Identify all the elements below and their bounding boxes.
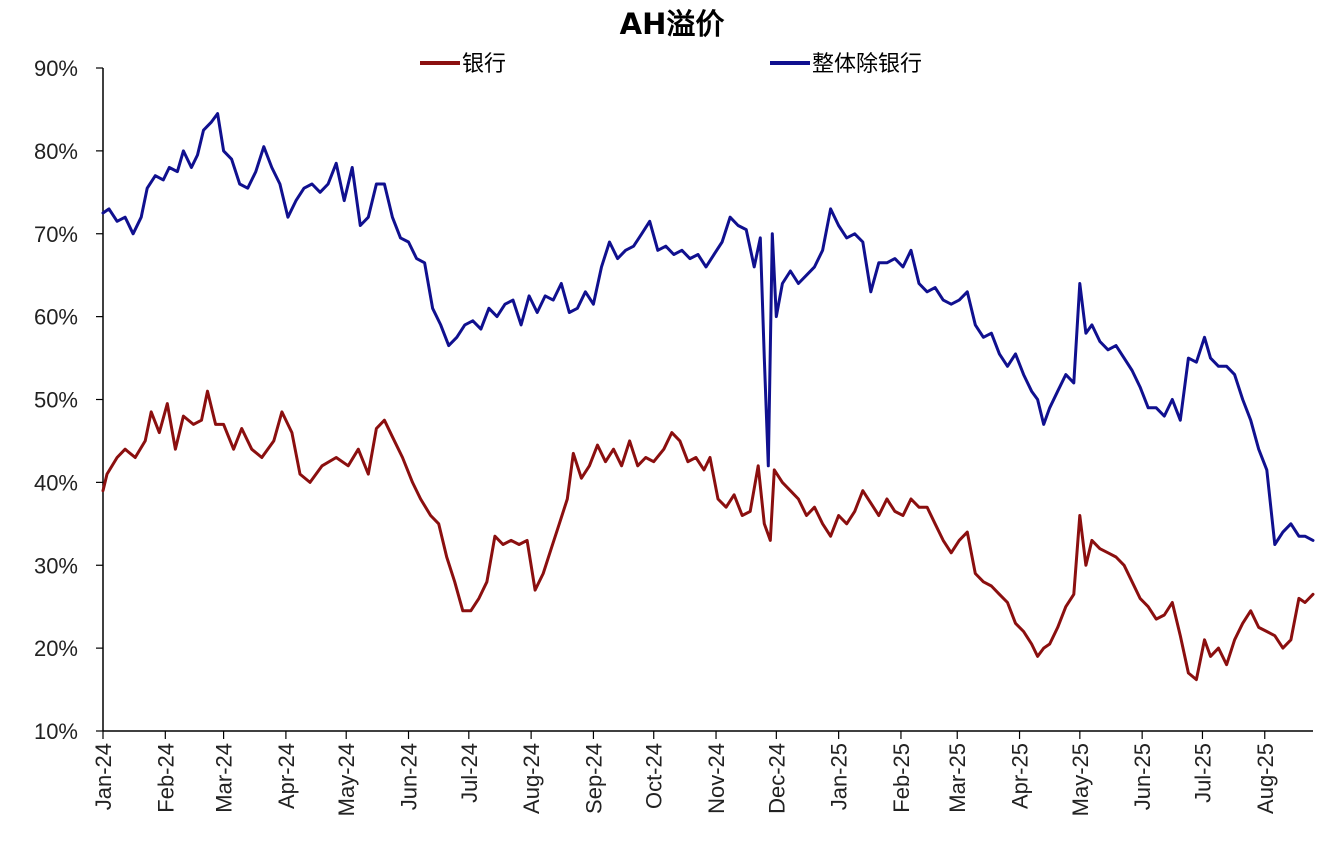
legend-label: 银行 (462, 52, 506, 77)
x-tick-label: Nov-24 (704, 743, 729, 814)
legend-item-2: 整体除银行 (770, 52, 922, 77)
x-tick-label: Jun-24 (397, 743, 422, 810)
x-tick-label: May-24 (334, 743, 359, 816)
x-tick-label: Aug-24 (519, 743, 544, 814)
y-tick-label: 20% (34, 636, 78, 661)
x-tick-label: Jul-24 (457, 743, 482, 803)
x-tick-label: Oct-24 (642, 743, 667, 809)
x-tick-label: Mar-24 (212, 743, 237, 813)
x-tick-label: Feb-24 (153, 743, 178, 813)
x-tick-label: Aug-25 (1253, 743, 1278, 814)
y-tick-label: 50% (34, 388, 78, 413)
y-tick-label: 80% (34, 139, 78, 164)
y-tick-label: 70% (34, 222, 78, 247)
y-tick-label: 60% (34, 305, 78, 330)
x-tick-label: Sep-24 (581, 743, 606, 814)
y-tick-label: 30% (34, 553, 78, 578)
x-tick-label: Jun-25 (1130, 743, 1155, 810)
x-tick-label: Apr-25 (1008, 743, 1033, 809)
series-line-2 (101, 112, 1315, 546)
legend: 银行 整体除银行 (420, 52, 922, 77)
legend-item-1: 银行 (420, 52, 506, 77)
series-line-1 (101, 389, 1315, 682)
y-tick-label: 40% (34, 470, 78, 495)
chart-title: AH溢价 (620, 7, 726, 41)
series-layer (101, 112, 1315, 682)
x-tick-label: Jan-25 (827, 743, 852, 810)
x-axis: Jan-24 Feb-24 Mar-24 Apr-24 May-24 Jun-24 Jul-… (91, 730, 1313, 816)
x-tick-label: Mar-25 (945, 743, 970, 813)
x-tick-label: Jan-24 (91, 743, 116, 810)
x-tick-label: Apr-24 (274, 743, 299, 809)
x-tick-label: Dec-24 (764, 743, 789, 814)
y-tick-label: 10% (34, 719, 78, 744)
x-tick-label: May-25 (1068, 743, 1093, 816)
x-tick-label: Jul-25 (1190, 743, 1215, 803)
y-axis: 10% 20% 30% 40% 50% 60% 70% 80% 90% (34, 56, 104, 744)
legend-label: 整体除银行 (812, 52, 922, 77)
y-tick-label: 90% (34, 56, 78, 81)
x-tick-label: Feb-25 (889, 743, 914, 813)
